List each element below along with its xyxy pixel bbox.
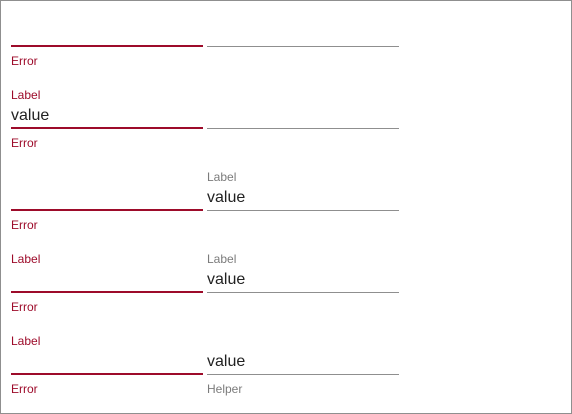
text-field-row5-right[interactable]: value Helper (207, 334, 399, 396)
field-underline (11, 373, 203, 375)
text-field-row4-right[interactable]: Label value (207, 252, 399, 308)
text-field-row2-left[interactable]: Label value Error (11, 88, 203, 150)
field-underline (11, 291, 203, 293)
field-underline (207, 128, 399, 129)
field-label: Label (207, 170, 237, 184)
field-label: Label (11, 88, 41, 102)
field-value[interactable]: value (11, 107, 50, 124)
helper-message: Helper (207, 382, 243, 396)
error-message: Error (11, 218, 38, 232)
error-message: Error (11, 300, 38, 314)
text-field-row1-right[interactable] (207, 6, 399, 62)
field-value[interactable]: value (207, 271, 246, 288)
error-message: Error (11, 382, 38, 396)
text-field-row1-left[interactable]: Error (11, 6, 203, 68)
field-underline (207, 46, 399, 47)
field-underline (207, 374, 399, 375)
field-value[interactable]: value (207, 353, 246, 370)
field-underline (11, 127, 203, 129)
field-underline (207, 292, 399, 293)
text-field-row5-left[interactable]: Label Error (11, 334, 203, 396)
text-field-row4-left[interactable]: Label Error (11, 252, 203, 314)
text-field-row3-right[interactable]: Label value (207, 170, 399, 226)
field-underline (11, 45, 203, 47)
field-underline (11, 209, 203, 211)
field-underline (207, 210, 399, 211)
field-label: Label (11, 252, 41, 266)
error-message: Error (11, 136, 38, 150)
text-field-row2-right[interactable] (207, 88, 399, 144)
error-message: Error (11, 54, 38, 68)
text-field-row3-left[interactable]: Error (11, 170, 203, 232)
field-label: Label (11, 334, 41, 348)
field-label: Label (207, 252, 237, 266)
field-value[interactable]: value (207, 189, 246, 206)
